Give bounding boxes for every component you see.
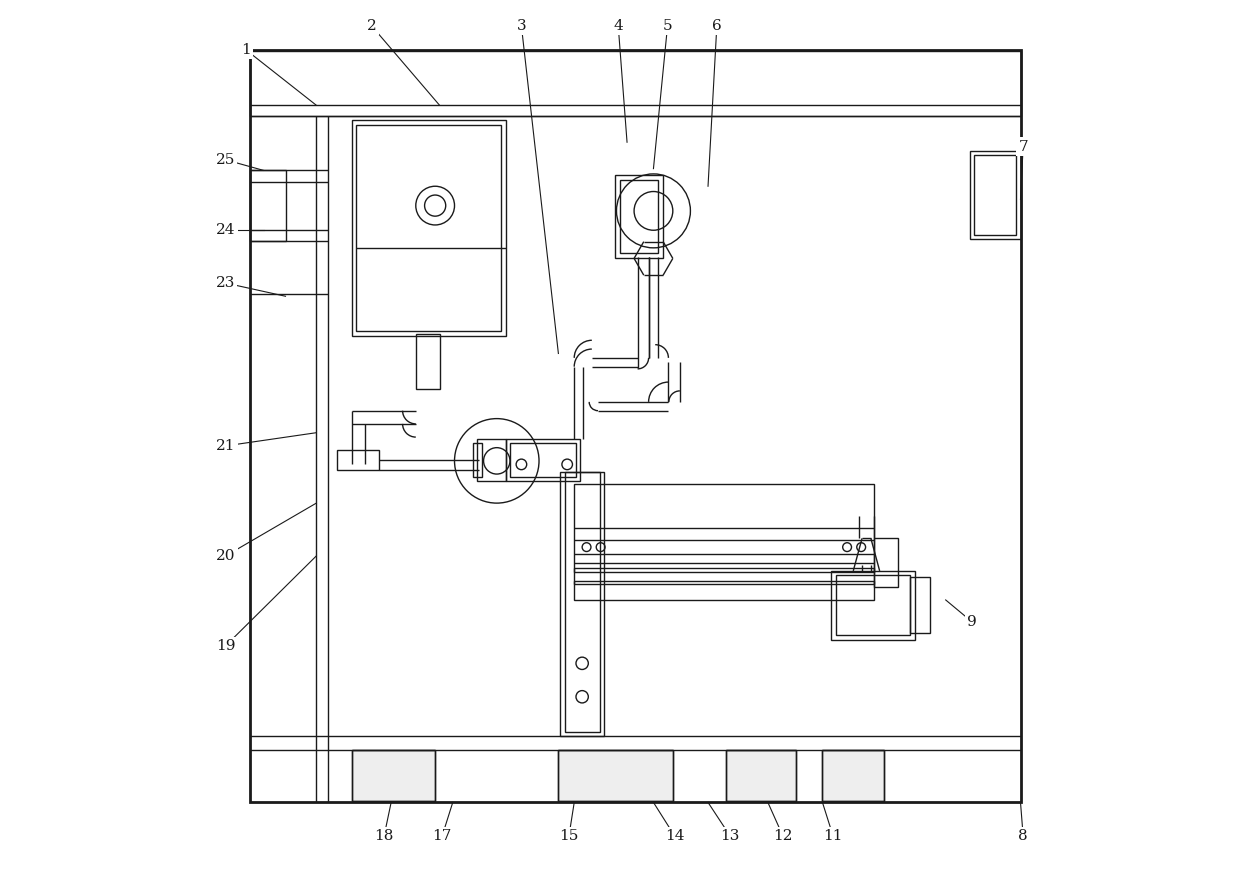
Bar bbox=[558, 750, 673, 801]
Bar bbox=[250, 170, 285, 241]
Bar bbox=[351, 750, 435, 801]
Bar bbox=[510, 443, 577, 477]
Text: 24: 24 bbox=[216, 223, 236, 238]
Bar bbox=[615, 175, 663, 259]
Bar bbox=[356, 125, 501, 331]
Bar bbox=[477, 439, 506, 481]
Bar bbox=[822, 750, 884, 801]
Text: 8: 8 bbox=[1018, 829, 1028, 843]
Text: 1: 1 bbox=[241, 42, 250, 57]
Bar bbox=[415, 334, 440, 389]
Text: 15: 15 bbox=[559, 829, 579, 843]
Text: 7: 7 bbox=[1018, 140, 1028, 154]
Text: 3: 3 bbox=[517, 19, 526, 33]
Bar bbox=[831, 571, 915, 639]
Bar bbox=[574, 484, 873, 572]
Bar bbox=[836, 576, 910, 635]
Text: 5: 5 bbox=[662, 19, 672, 33]
Text: 25: 25 bbox=[216, 153, 236, 167]
Bar bbox=[620, 180, 658, 253]
Bar bbox=[250, 50, 1021, 116]
Text: 14: 14 bbox=[665, 829, 684, 843]
Text: 17: 17 bbox=[433, 829, 451, 843]
Text: 13: 13 bbox=[720, 829, 740, 843]
Text: 4: 4 bbox=[614, 19, 624, 33]
Bar bbox=[725, 750, 796, 801]
Text: 12: 12 bbox=[773, 829, 792, 843]
Bar bbox=[560, 472, 604, 736]
Text: 19: 19 bbox=[216, 638, 236, 653]
Text: 23: 23 bbox=[216, 276, 236, 290]
Text: 6: 6 bbox=[712, 19, 722, 33]
Bar bbox=[351, 120, 506, 336]
Bar bbox=[910, 577, 930, 633]
Bar bbox=[564, 472, 600, 732]
Bar bbox=[822, 750, 884, 801]
Bar bbox=[971, 151, 1021, 239]
Bar bbox=[873, 539, 898, 586]
Bar bbox=[574, 569, 873, 584]
Bar bbox=[472, 443, 482, 477]
Bar bbox=[725, 750, 796, 801]
Bar bbox=[973, 155, 1016, 235]
Bar bbox=[250, 49, 1021, 803]
Bar bbox=[336, 450, 378, 470]
Bar bbox=[558, 750, 673, 801]
Text: 2: 2 bbox=[367, 19, 377, 33]
Bar bbox=[351, 750, 435, 801]
Text: 9: 9 bbox=[967, 615, 977, 629]
Bar bbox=[506, 439, 580, 481]
Bar bbox=[574, 581, 873, 600]
Text: 21: 21 bbox=[216, 439, 236, 453]
Text: 11: 11 bbox=[823, 829, 843, 843]
Text: 20: 20 bbox=[216, 549, 236, 563]
Text: 18: 18 bbox=[374, 829, 394, 843]
